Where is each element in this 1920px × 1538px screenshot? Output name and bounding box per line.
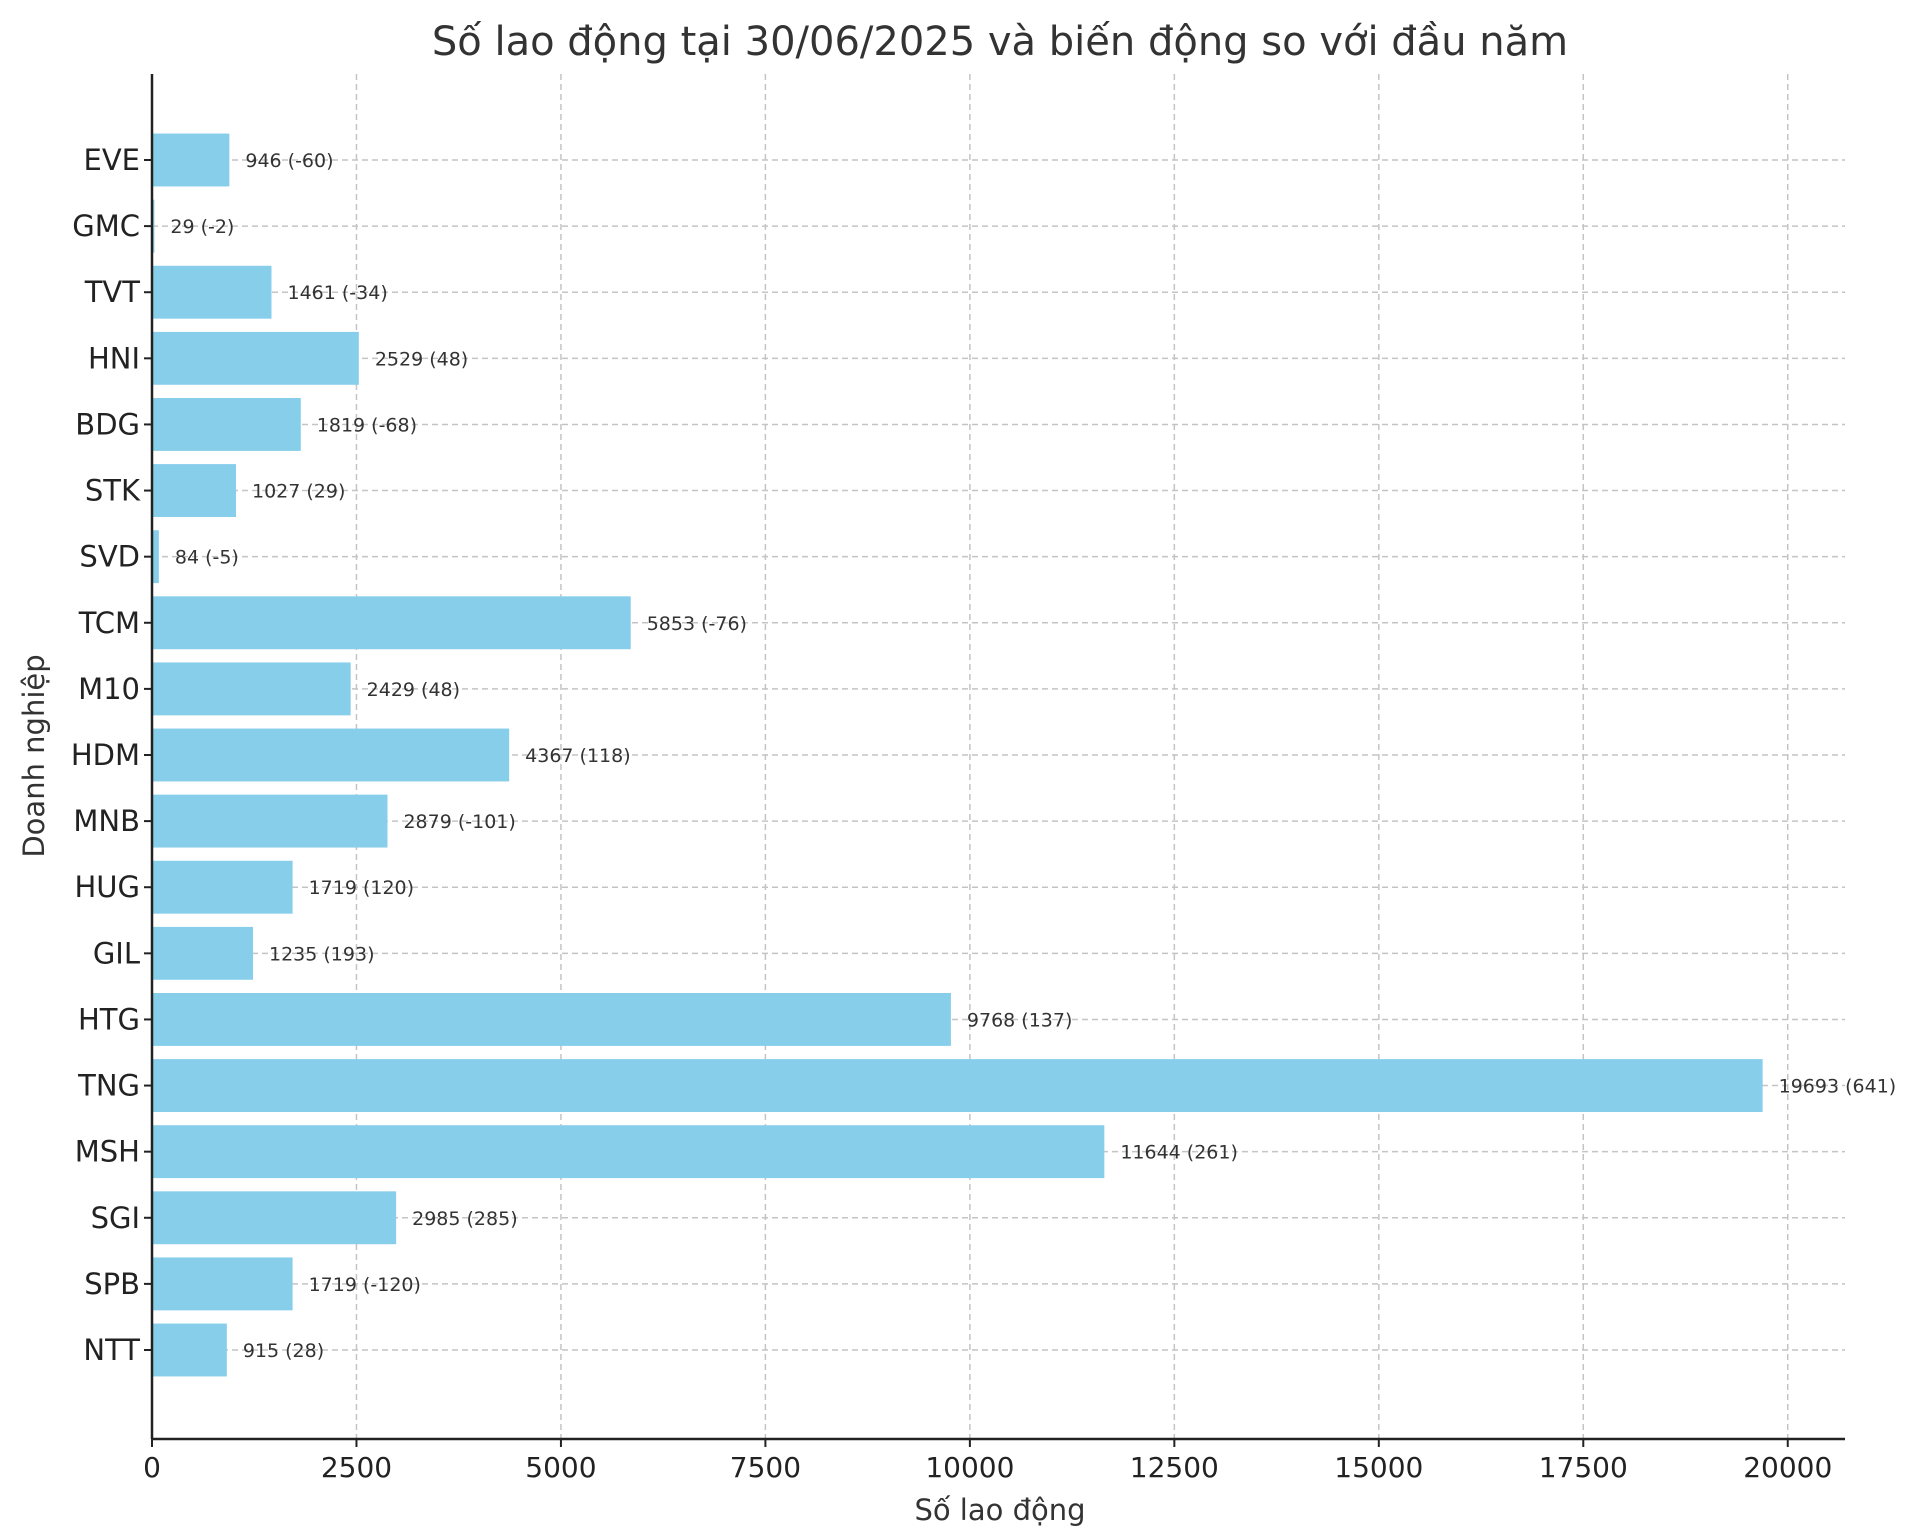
x-tick-label: 20000 [1743,1451,1832,1484]
bar-value-label: 1027 (29) [252,481,345,503]
y-tick-label: STK [85,474,141,508]
chart-title: Số lao động tại 30/06/2025 và biến động … [432,19,1568,65]
bar-bdg [152,398,301,451]
bar-sgi [152,1191,397,1245]
x-tick-label: 15000 [1334,1451,1423,1484]
bar-mnb [152,794,388,848]
bar-tng [152,1059,1763,1112]
y-tick-label: GIL [93,936,140,970]
y-tick-labels: NTT SPB SGI MSH TNG HTG GIL HUG MNB HDM M10 TCM SVD S… [71,143,152,1367]
x-tick-label: 12500 [1130,1451,1219,1484]
x-axis-label: Số lao động [914,1493,1085,1527]
bar-hni [152,331,359,385]
bar-value-label: 2985 (285) [412,1208,517,1230]
bar-spb [152,1257,293,1311]
y-tick-label: SGI [91,1201,140,1235]
bars [152,133,1763,1377]
bar-value-label: 1719 (-120) [309,1274,421,1296]
bar-value-label: 1719 (120) [309,877,414,899]
bar-value-label: 1235 (193) [269,943,374,965]
bar-htg [152,993,951,1046]
x-tick-labels: 0 2500 5000 7500 10000 12500 15000 17500 20000 [143,1439,1832,1484]
bar-value-label: 2879 (-101) [403,811,515,833]
x-tick-label: 2500 [321,1451,392,1484]
bar-value-label: 2529 (48) [375,348,468,370]
bar-value-label: 29 (-2) [170,216,234,238]
x-tick-label: 5000 [525,1451,596,1484]
bar-tcm [152,596,631,650]
y-tick-label: TNG [77,1069,140,1103]
y-tick-label: EVE [84,143,141,177]
y-tick-label: SPB [84,1267,140,1301]
bar-gil [152,926,254,980]
bar-value-label: 84 (-5) [175,547,239,569]
bar-value-label: 9768 (137) [967,1009,1072,1031]
x-tick-label: 0 [143,1451,161,1484]
y-tick-label: TVT [84,275,141,309]
bar-value-label: 5853 (-76) [647,613,747,635]
y-tick-label: HUG [74,870,140,904]
bar-value-label: 11644 (261) [1120,1142,1238,1164]
bar-tvt [152,265,272,319]
y-tick-label: TCM [78,606,140,640]
bar-value-label: 2429 (48) [367,679,460,701]
y-tick-label: SVD [79,540,140,574]
bar-value-label: 1461 (-34) [287,282,387,304]
bar-value-label: 1819 (-68) [317,414,417,436]
y-tick-label: HNI [88,341,140,375]
bar-m10 [152,662,351,716]
bar-svd [152,530,159,584]
bar-hdm [152,728,510,782]
bar-hug [152,860,293,914]
y-tick-label: MSH [75,1135,140,1169]
y-tick-label: MNB [73,804,140,838]
bar-value-label: 19693 (641) [1779,1076,1897,1098]
bar-ntt [152,1323,227,1377]
y-tick-label: HDM [71,738,140,772]
y-tick-label: BDG [75,407,140,441]
bar-value-label: 4367 (118) [525,745,630,767]
y-axis-label: Doanh nghiệp [17,654,51,857]
bar-value-label: 946 (-60) [245,150,333,172]
bar-eve [152,133,230,187]
y-tick-label: GMC [72,209,140,243]
x-tick-label: 17500 [1539,1451,1628,1484]
y-tick-label: NTT [83,1333,140,1367]
y-tick-label: HTG [78,1002,140,1036]
x-tick-label: 10000 [925,1451,1014,1484]
bar-msh [152,1125,1105,1179]
bar-stk [152,464,236,517]
x-tick-label: 7500 [730,1451,801,1484]
bar-value-label: 915 (28) [243,1340,324,1362]
y-tick-label: M10 [78,672,140,706]
data-labels: 915 (28) 1719 (-120) 2985 (285) 11644 (261)… [170,150,1896,1362]
